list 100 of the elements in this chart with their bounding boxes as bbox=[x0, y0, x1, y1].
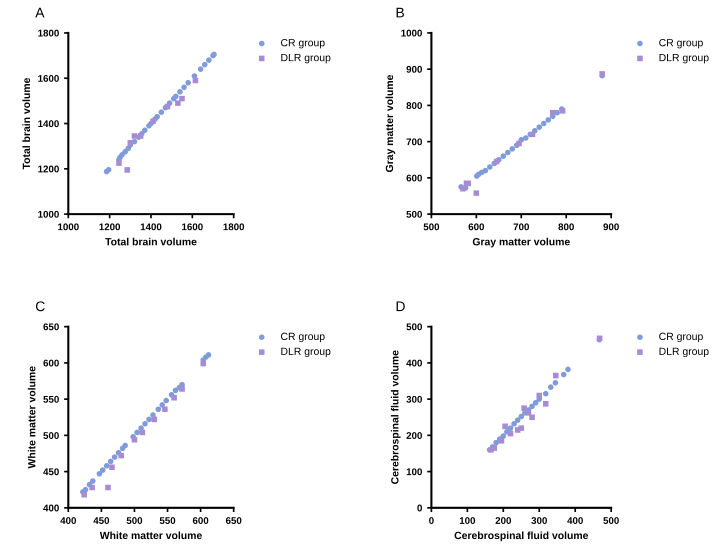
point bbox=[206, 57, 212, 63]
point bbox=[529, 414, 535, 420]
y-axis-title: Total brain volume bbox=[22, 78, 30, 170]
point bbox=[89, 484, 95, 490]
y-tick-label: 400 bbox=[406, 360, 422, 367]
point bbox=[536, 392, 542, 398]
x-axis-title: Gray matter volume bbox=[472, 238, 570, 248]
point bbox=[532, 400, 538, 406]
y-tick-label: 900 bbox=[406, 66, 422, 73]
point bbox=[552, 380, 558, 386]
point bbox=[560, 372, 566, 378]
x-tick-label: 400 bbox=[60, 517, 76, 524]
point bbox=[542, 401, 548, 407]
legend-label: CR group bbox=[659, 332, 703, 342]
point bbox=[565, 366, 571, 372]
point bbox=[508, 430, 514, 436]
legend-label: CR group bbox=[281, 332, 325, 342]
point bbox=[206, 352, 212, 358]
y-tick-label: 400 bbox=[43, 504, 59, 512]
x-tick-label: 1000 bbox=[58, 223, 79, 230]
point bbox=[530, 132, 536, 138]
point bbox=[502, 424, 508, 430]
point bbox=[105, 484, 111, 490]
point bbox=[545, 117, 552, 123]
point bbox=[482, 168, 488, 174]
point bbox=[122, 442, 128, 448]
point bbox=[104, 463, 110, 469]
y-tick-label: 0 bbox=[417, 504, 422, 512]
point bbox=[192, 78, 198, 84]
point bbox=[185, 80, 191, 86]
point bbox=[202, 62, 208, 68]
y-tick-label: 1400 bbox=[38, 120, 59, 128]
point bbox=[493, 440, 499, 446]
point bbox=[173, 94, 179, 100]
y-tick-label: 1000 bbox=[401, 30, 422, 37]
y-tick-label: 1600 bbox=[38, 74, 59, 82]
y-tick-label: 500 bbox=[43, 432, 59, 439]
y-tick-label: 600 bbox=[43, 360, 59, 367]
point bbox=[177, 89, 183, 95]
point bbox=[529, 404, 535, 410]
point bbox=[146, 416, 152, 422]
point bbox=[542, 390, 548, 396]
point bbox=[140, 430, 146, 436]
x-tick-label: 1800 bbox=[223, 223, 244, 230]
x-tick-label: 900 bbox=[603, 223, 619, 230]
x-axis-title: Total brain volume bbox=[105, 238, 197, 246]
y-tick-label: 650 bbox=[43, 323, 59, 330]
chart-title: C bbox=[36, 301, 45, 312]
point bbox=[510, 146, 516, 152]
point bbox=[100, 467, 106, 473]
legend-label: CR group bbox=[281, 38, 325, 48]
x-tick-label: 600 bbox=[468, 223, 484, 230]
point bbox=[505, 150, 511, 156]
point bbox=[172, 388, 178, 394]
y-axis-title: Cerebrospinal fluid volume bbox=[390, 350, 401, 484]
point bbox=[81, 492, 87, 498]
point bbox=[487, 164, 493, 170]
point bbox=[134, 430, 140, 436]
x-tick-label: 450 bbox=[93, 517, 110, 524]
y-tick-label: 550 bbox=[43, 396, 59, 403]
point bbox=[548, 384, 554, 390]
point bbox=[132, 133, 138, 139]
x-axis-title: Cerebrospinal fluid volume bbox=[454, 531, 588, 542]
point bbox=[181, 84, 187, 90]
y-tick-label: 700 bbox=[406, 138, 422, 146]
point bbox=[474, 190, 480, 196]
x-tick-label: 300 bbox=[531, 517, 547, 524]
y-tick-label: 200 bbox=[406, 432, 422, 439]
x-axis-title: White matter volume bbox=[100, 531, 202, 540]
y-tick-label: 800 bbox=[406, 102, 422, 110]
x-tick-label: 200 bbox=[496, 517, 512, 524]
point bbox=[132, 436, 138, 442]
y-tick-label: 100 bbox=[406, 468, 422, 476]
point bbox=[536, 124, 542, 130]
legend-label: DLR group bbox=[660, 54, 709, 64]
x-tick-label: 650 bbox=[226, 517, 242, 524]
point bbox=[550, 110, 556, 116]
point bbox=[155, 406, 162, 412]
point bbox=[171, 394, 177, 400]
x-tick-label: 0 bbox=[429, 517, 434, 524]
x-tick-label: 700 bbox=[514, 223, 529, 230]
x-tick-label: 500 bbox=[603, 517, 619, 524]
legend-label: DLR group bbox=[281, 348, 330, 358]
point bbox=[142, 128, 148, 134]
point bbox=[175, 100, 181, 106]
point bbox=[508, 425, 514, 431]
point bbox=[521, 405, 527, 411]
y-axis-title: White matter volume bbox=[28, 366, 36, 468]
point bbox=[82, 486, 88, 492]
point bbox=[198, 66, 204, 72]
point bbox=[500, 433, 506, 439]
y-tick-label: 500 bbox=[406, 323, 422, 330]
y-tick-label: 500 bbox=[406, 210, 422, 218]
point bbox=[514, 417, 520, 423]
point bbox=[128, 140, 134, 146]
x-tick-label: 500 bbox=[126, 517, 142, 524]
point bbox=[154, 114, 160, 120]
chart-title: B bbox=[396, 8, 404, 18]
point bbox=[163, 398, 169, 404]
x-tick-label: 100 bbox=[460, 517, 476, 524]
